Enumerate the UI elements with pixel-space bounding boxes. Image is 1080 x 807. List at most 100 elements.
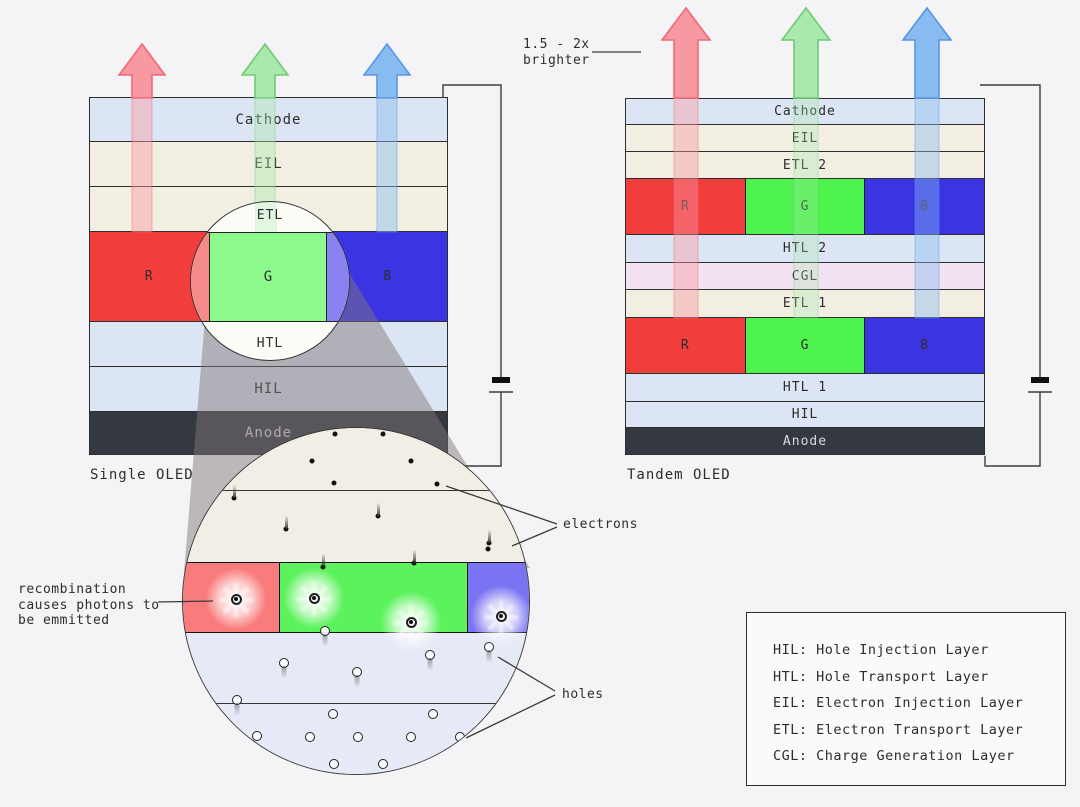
cell-label-g-top: G [800,199,810,214]
battery-right-terminal [1031,377,1049,383]
electron-moving-dot [283,526,289,532]
layer-anode-t: Anode [625,428,985,455]
electron-dot [408,458,414,464]
hole-moving-dot [320,626,330,636]
emissive-cell-red-bottom: R [626,318,745,373]
recombination-note-line2: causes photons to [18,597,160,613]
electron-dot [380,431,386,437]
layer-eil-t: EIL [625,125,985,152]
brighter-note: 1.5 - 2x brighter [523,37,590,68]
layer-label-hil-t: HIL [791,407,819,422]
recombination-detail-circle: ✳✳✳✳ [182,427,530,775]
electron-moving-dot [375,513,381,519]
legend-item-hil: HIL: Hole Injection Layer [773,642,989,658]
magnified-green-shaft [255,202,277,234]
electron-moving-dot [320,564,326,570]
hole-dot [353,732,363,742]
hole-moving-dot [352,667,362,677]
layer-hil-t: HIL [625,402,985,428]
magnified-htl-label: HTL [256,336,284,351]
layer-eil: EIL [89,142,448,187]
recombination-site-icon [230,593,242,605]
legend-item-etl: ETL: Electron Transport Layer [773,721,1024,738]
hole-moving-dot [425,650,435,660]
tandem-oled-stack: Cathode EIL ETL 2 R G B HTL 2 CGL ETL 1 [625,98,985,455]
magnified-green-cell: G [209,233,327,321]
electrons-label: electrons [563,517,638,532]
emissive-cell-green-bottom: G [744,318,865,373]
cell-label-g-bottom: G [800,338,810,353]
recombination-site-icon [405,616,417,628]
emissive-cell-red-top: R [626,179,745,234]
layer-label-eil-t: EIL [791,130,819,146]
legend-item-htl: HTL: Hole Transport Layer [773,668,989,685]
magnified-emissive-band: G [191,232,349,322]
recombination-site-icon [495,610,507,622]
battery-right [980,84,1052,467]
cell-label-b-bottom: B [920,338,930,353]
layer-label-anode-t: Anode [782,433,828,449]
hole-moving-dot [279,658,289,668]
single-oled-caption: Single OLED [90,467,194,483]
layer-label-cathode: Cathode [235,111,302,128]
layer-legend-box: HIL: Hole Injection Layer HTL: Hole Tran… [746,612,1066,786]
up-arrow-blue-single [362,42,412,99]
layer-label-cathode-t: Cathode [774,104,836,119]
up-arrow-red-single [117,42,167,99]
brighter-note-line1: 1.5 - 2x [523,37,590,52]
emissive-cell-red: R [90,232,209,321]
recombination-note-line3: be emmitted [18,613,110,628]
layer-label-etl2: ETL 2 [782,157,828,173]
holes-label: holes [562,687,604,702]
battery-left [442,84,513,467]
hole-dot [329,759,339,769]
electron-moving-dot [411,560,417,566]
electron-moving-dot [486,540,492,546]
electron-dot [434,481,440,487]
layer-htl1: HTL 1 [625,374,985,402]
recombination-note-line1: recombination [18,582,127,597]
electron-dot [309,458,315,464]
magnifier-circle: ETL G HTL [190,201,350,361]
tandem-oled-caption: Tandem OLED [627,467,731,483]
battery-left-terminal [492,377,510,383]
magnified-red-sliver [191,233,209,321]
up-arrow-red-tandem [660,6,712,99]
emissive-cell-green-top: G [744,179,865,234]
hole-dot [252,731,262,741]
electron-dot [331,480,337,486]
layer-cgl: CGL [625,263,985,290]
hole-dot [328,709,338,719]
layer-emissive-rgb-bottom: R G B [625,318,985,374]
hole-dot [406,732,416,742]
layer-emissive-rgb-top: R G B [625,179,985,235]
layer-etl1: ETL 1 [625,290,985,318]
recombination-site-icon [308,592,320,604]
detail-eil-region [183,428,529,491]
cell-label-r-bottom: R [680,338,690,353]
hole-moving-dot [232,695,242,705]
magnified-etl-label: ETL [256,208,284,223]
cell-label-g: G [263,269,273,285]
legend-item-cgl: CGL: Charge Generation Layer [773,748,1015,764]
cell-label-r: R [144,269,154,284]
up-arrow-green-tandem [780,6,832,99]
layer-htl2: HTL 2 [625,235,985,263]
electron-dot [485,546,491,552]
up-arrow-blue-tandem [901,6,953,99]
detail-particles: ✳✳✳✳ [183,428,529,774]
cell-label-b: B [383,269,393,284]
up-arrow-green-single [240,42,290,99]
layer-label-hil: HIL [254,381,283,397]
electron-moving-dot [231,495,237,501]
emissive-cell-blue-top: B [864,179,985,234]
cell-label-b-top: B [920,199,930,214]
layer-hil: HIL [89,367,448,412]
layer-cathode: Cathode [89,97,448,142]
electron-dot [332,431,338,437]
hole-dot [428,709,438,719]
magnified-blue-sliver [327,233,349,321]
emissive-cell-blue-bottom: B [864,318,985,373]
hole-dot [378,759,388,769]
